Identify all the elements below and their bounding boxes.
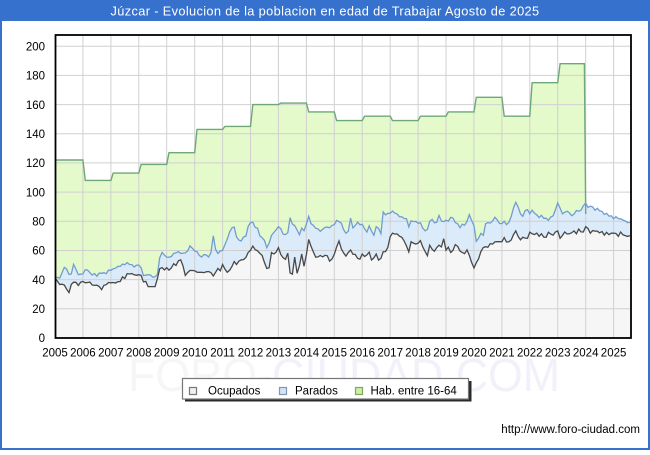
svg-text:2015: 2015: [322, 348, 348, 360]
svg-text:2021: 2021: [489, 348, 515, 360]
svg-text:0: 0: [39, 333, 45, 345]
svg-text:60: 60: [32, 246, 45, 258]
svg-text:Júzcar - Evolucion de la pobla: Júzcar - Evolucion de la poblacion en ed…: [111, 4, 540, 19]
svg-text:Hab. entre 16-64: Hab. entre 16-64: [371, 386, 458, 398]
svg-text:200: 200: [26, 41, 45, 53]
svg-text:2025: 2025: [601, 348, 627, 360]
svg-text:2012: 2012: [238, 348, 264, 360]
svg-text:2007: 2007: [98, 348, 124, 360]
svg-text:2009: 2009: [154, 348, 180, 360]
svg-text:180: 180: [26, 71, 45, 83]
svg-text:2020: 2020: [461, 348, 487, 360]
svg-text:2013: 2013: [266, 348, 292, 360]
svg-text:Ocupados: Ocupados: [208, 386, 261, 398]
svg-text:2024: 2024: [573, 348, 599, 360]
svg-text:2018: 2018: [405, 348, 431, 360]
svg-text:100: 100: [26, 187, 45, 199]
svg-text:140: 140: [26, 129, 45, 141]
svg-text:40: 40: [32, 275, 45, 287]
svg-text:2017: 2017: [377, 348, 403, 360]
svg-text:2023: 2023: [545, 348, 571, 360]
svg-text:Parados: Parados: [295, 386, 338, 398]
svg-text:80: 80: [32, 217, 45, 229]
svg-text:120: 120: [26, 158, 45, 170]
svg-text:2006: 2006: [70, 348, 96, 360]
svg-text:2016: 2016: [349, 348, 375, 360]
svg-text:http://www.foro-ciudad.com: http://www.foro-ciudad.com: [501, 424, 640, 436]
svg-text:160: 160: [26, 100, 45, 112]
svg-text:20: 20: [32, 304, 45, 316]
svg-text:2019: 2019: [433, 348, 459, 360]
svg-text:2011: 2011: [210, 348, 235, 360]
svg-text:2008: 2008: [126, 348, 152, 360]
svg-text:2014: 2014: [294, 348, 320, 360]
svg-text:2005: 2005: [42, 348, 68, 360]
svg-text:2022: 2022: [517, 348, 543, 360]
svg-text:2010: 2010: [182, 348, 208, 360]
